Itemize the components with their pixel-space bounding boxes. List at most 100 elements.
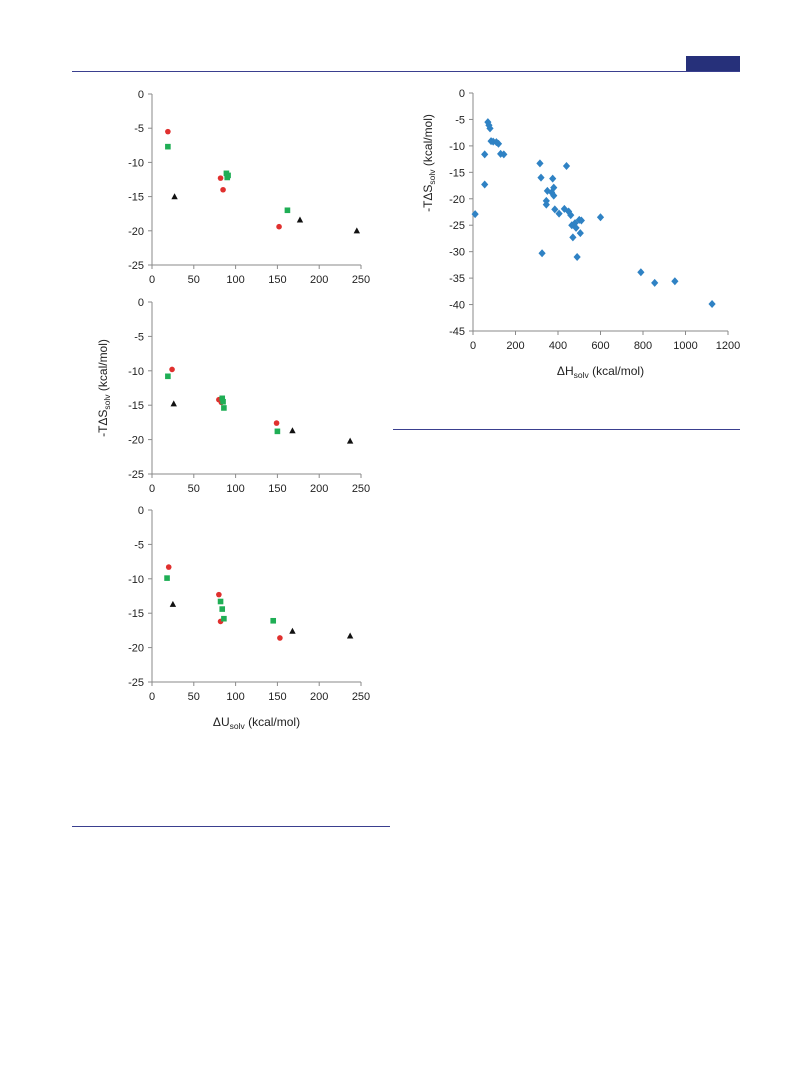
x-tick-label: 150 [268, 691, 286, 703]
data-point [219, 395, 226, 402]
x-tick-label: 50 [188, 274, 200, 286]
data-point [221, 405, 227, 411]
x-tick-label: 100 [226, 274, 244, 286]
x-tick-label: 200 [506, 340, 524, 352]
left-rule [72, 826, 390, 827]
data-point [274, 428, 281, 435]
data-point [572, 223, 580, 232]
y-tick-label: -25 [128, 260, 144, 272]
x-tick-label: 0 [149, 274, 155, 286]
y-tick-label: -5 [134, 123, 144, 135]
data-point [171, 193, 178, 200]
x-tick-label: 0 [149, 483, 155, 495]
y-tick-label: -10 [128, 366, 144, 378]
data-point [551, 205, 559, 214]
data-point [576, 229, 584, 238]
x-axis-label: ΔUsolv (kcal/mol) [213, 715, 300, 731]
data-point [289, 427, 296, 434]
y-tick-label: -35 [449, 273, 465, 285]
data-point [569, 233, 577, 242]
data-point [216, 591, 222, 598]
y-tick-label: -25 [128, 469, 144, 481]
data-point [651, 278, 659, 287]
y-tick-label: -10 [449, 141, 465, 153]
y-tick-label: -10 [128, 574, 144, 586]
y-tick-label: 0 [138, 89, 144, 101]
data-point [225, 172, 231, 179]
data-point [220, 186, 226, 193]
data-point [550, 191, 558, 200]
y-tick-label: -25 [449, 220, 465, 232]
x-tick-label: 150 [268, 483, 286, 495]
x-tick-label: 50 [188, 483, 200, 495]
y-tick-label: -25 [128, 677, 144, 689]
x-axis-label: ΔHsolv (kcal/mol) [557, 364, 644, 380]
data-point [481, 180, 489, 189]
y-tick-label: -15 [449, 167, 465, 179]
x-tick-label: 800 [634, 340, 652, 352]
data-point [221, 615, 227, 622]
data-point [270, 617, 277, 624]
data-point [277, 635, 283, 641]
x-tick-label: 100 [226, 691, 244, 703]
data-point [217, 598, 224, 605]
data-point [555, 209, 563, 218]
data-point [217, 175, 224, 181]
chart-left-top: 0 -5 -10 -15 -20 -25 0 50 100 150 200 250 [128, 89, 370, 286]
data-point [500, 150, 508, 159]
data-point [536, 159, 544, 168]
data-point [273, 420, 280, 426]
y-tick-label: -20 [449, 194, 465, 206]
x-tick-label: 200 [310, 691, 328, 703]
x-tick-label: 50 [188, 691, 200, 703]
y-tick-label: -20 [128, 643, 144, 655]
data-point [346, 437, 354, 444]
data-point [284, 207, 291, 214]
y-tick-label: -15 [128, 400, 144, 412]
x-tick-label: 0 [470, 340, 476, 352]
data-point [562, 161, 571, 170]
x-tick-label: 150 [268, 274, 286, 286]
header-rule [72, 71, 740, 72]
x-tick-label: 250 [352, 691, 370, 703]
chart-left-bottom: 0 -5 -10 -15 -20 -25 0 50 100 150 200 250 ΔUsolv (kc… [128, 505, 370, 731]
data-point [164, 575, 170, 581]
data-point [481, 150, 489, 159]
y-tick-label: -40 [449, 300, 465, 312]
x-tick-label: 250 [352, 483, 370, 495]
x-tick-label: 200 [310, 483, 328, 495]
data-point [671, 277, 679, 286]
data-point [165, 564, 172, 570]
x-tick-label: 1000 [673, 340, 697, 352]
data-point [708, 300, 716, 309]
data-point [573, 252, 581, 261]
x-tick-label: 400 [549, 340, 567, 352]
x-tick-label: 0 [149, 691, 155, 703]
data-point [165, 128, 171, 135]
data-point [486, 124, 494, 133]
data-point [296, 216, 304, 223]
x-tick-label: 200 [310, 274, 328, 286]
x-tick-label: 1200 [716, 340, 740, 352]
data-point [169, 600, 177, 607]
y-tick-label: 0 [138, 297, 144, 309]
data-point [220, 398, 226, 405]
y-tick-label: -20 [128, 435, 144, 447]
data-point [637, 268, 645, 277]
data-point [165, 143, 171, 150]
data-point [550, 183, 558, 192]
chart-right: 0 -5 -10 -15 -20 -25 -30 -35 -40 -45 0 200 400 600 800… [421, 88, 740, 380]
data-point [276, 223, 282, 230]
y-tick-label: -30 [449, 247, 465, 259]
data-point [289, 627, 296, 634]
y-tick-label: -20 [128, 226, 144, 238]
data-point [567, 211, 575, 220]
y-axis-label: -TΔSsolv (kcal/mol) [96, 339, 112, 437]
data-point [542, 200, 550, 209]
data-point [169, 366, 175, 373]
data-point [494, 139, 503, 148]
data-point [219, 606, 226, 612]
data-point [596, 213, 605, 222]
data-point [549, 174, 557, 183]
data-point [538, 249, 546, 258]
